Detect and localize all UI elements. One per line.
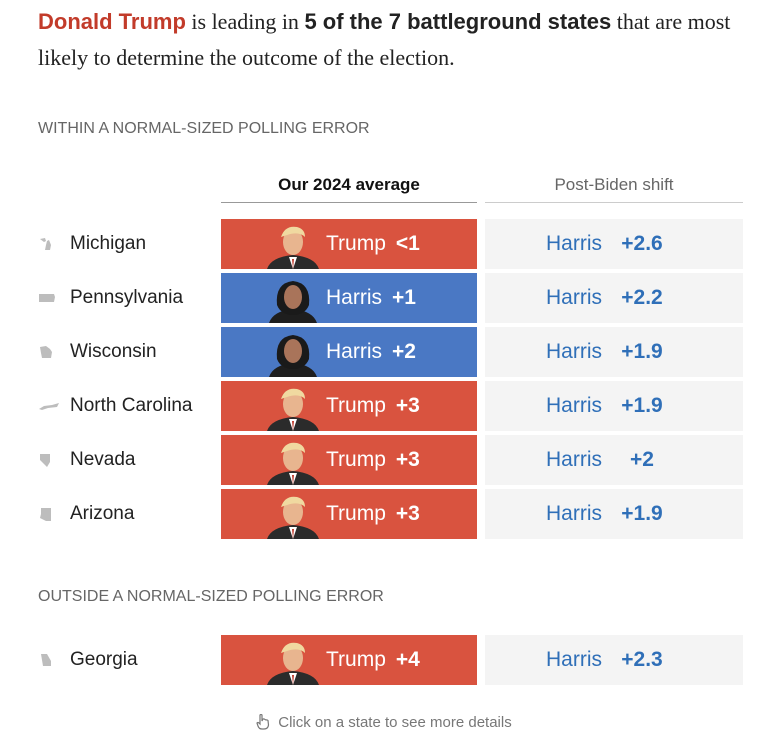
state-name[interactable]: Wisconsin <box>38 327 157 377</box>
shift-candidate: Harris <box>546 394 602 417</box>
trump-portrait-icon <box>267 226 319 269</box>
headline-text-1: is leading in <box>185 9 305 34</box>
column-header-shift: Post-Biden shift <box>485 168 743 203</box>
average-margin: +3 <box>395 394 420 417</box>
state-label: Pennsylvania <box>70 287 184 308</box>
north-carolina-shape-icon <box>38 398 60 414</box>
harris-portrait-icon <box>269 335 317 377</box>
average-margin: <1 <box>395 232 420 255</box>
shift-candidate: Harris <box>546 448 602 471</box>
georgia-shape-icon <box>38 652 60 668</box>
shift-cell[interactable]: Harris +2.6 <box>485 219 743 269</box>
average-cell[interactable]: Trump +3 <box>221 435 477 485</box>
headline-name[interactable]: Donald Trump <box>38 9 186 34</box>
shift-candidate: Harris <box>546 502 602 525</box>
shift-margin: +2.2 <box>621 286 663 309</box>
state-name[interactable]: Arizona <box>38 489 134 539</box>
average-candidate: Trump <box>326 232 386 255</box>
average-cell[interactable]: Trump +3 <box>221 489 477 539</box>
headline-text-2: that are most likely to determine the ou… <box>38 9 731 70</box>
nevada-shape-icon <box>38 452 60 468</box>
average-candidate: Harris <box>326 286 382 309</box>
trump-portrait-icon <box>267 496 319 539</box>
pennsylvania-shape-icon <box>38 290 60 306</box>
wisconsin-shape-icon <box>38 344 60 360</box>
average-margin: +3 <box>395 502 420 525</box>
trump-portrait-icon <box>267 388 319 431</box>
state-label: Wisconsin <box>70 341 157 362</box>
click-hint: Click on a state to see more details <box>0 708 768 736</box>
shift-margin: +2.3 <box>621 648 663 671</box>
shift-margin: +1.9 <box>621 394 663 417</box>
column-header-average: Our 2024 average <box>221 168 477 203</box>
trump-portrait-icon <box>267 442 319 485</box>
headline: Donald Trump is leading in 5 of the 7 ba… <box>38 4 758 76</box>
shift-candidate: Harris <box>546 648 602 671</box>
shift-candidate: Harris <box>546 232 602 255</box>
shift-cell[interactable]: Harris +2.2 <box>485 273 743 323</box>
average-margin: +3 <box>395 448 420 471</box>
state-name[interactable]: Michigan <box>38 219 146 269</box>
headline-bold: 5 of the 7 battleground states <box>304 9 612 34</box>
shift-margin: +2.6 <box>621 232 663 255</box>
trump-portrait-icon <box>267 642 319 685</box>
shift-cell[interactable]: Harris +1.9 <box>485 327 743 377</box>
state-name[interactable]: Nevada <box>38 435 136 485</box>
shift-cell[interactable]: Harris +2.3 <box>485 635 743 685</box>
average-candidate: Trump <box>326 502 386 525</box>
average-candidate: Trump <box>326 448 386 471</box>
state-row-georgia[interactable]: Georgia Trump +4 Harris +2.3 <box>0 635 768 685</box>
shift-cell[interactable]: Harris +2 <box>485 435 743 485</box>
average-cell[interactable]: Trump +4 <box>221 635 477 685</box>
average-margin: +2 <box>392 340 416 363</box>
average-candidate: Harris <box>326 340 382 363</box>
state-row-nevada[interactable]: Nevada Trump +3 Harris +2 <box>0 435 768 485</box>
average-cell[interactable]: Harris +1 <box>221 273 477 323</box>
shift-margin: +1.9 <box>621 340 663 363</box>
harris-portrait-icon <box>269 281 317 323</box>
state-label: Georgia <box>70 649 138 670</box>
state-row-arizona[interactable]: Arizona Trump +3 Harris +1.9 <box>0 489 768 539</box>
state-label: Nevada <box>70 449 136 470</box>
shift-cell[interactable]: Harris +1.9 <box>485 489 743 539</box>
average-cell[interactable]: Trump <1 <box>221 219 477 269</box>
arizona-shape-icon <box>38 506 60 522</box>
state-row-north-carolina[interactable]: North Carolina Trump +3 Harris +1.9 <box>0 381 768 431</box>
average-candidate: Trump <box>326 394 386 417</box>
average-candidate: Trump <box>326 648 386 671</box>
state-name[interactable]: Pennsylvania <box>38 273 183 323</box>
average-margin: +4 <box>395 648 420 671</box>
shift-cell[interactable]: Harris +1.9 <box>485 381 743 431</box>
pointer-hand-icon <box>256 714 270 730</box>
average-cell[interactable]: Trump +3 <box>221 381 477 431</box>
average-cell[interactable]: Harris +2 <box>221 327 477 377</box>
click-hint-text: Click on a state to see more details <box>278 713 512 731</box>
section-label-outside: OUTSIDE A NORMAL-SIZED POLLING ERROR <box>38 588 384 605</box>
shift-candidate: Harris <box>546 340 602 363</box>
state-name[interactable]: North Carolina <box>38 381 193 431</box>
state-label: North Carolina <box>70 395 193 416</box>
state-label: Michigan <box>70 233 147 254</box>
state-row-wisconsin[interactable]: Wisconsin Harris +2 Harris +1.9 <box>0 327 768 377</box>
michigan-shape-icon <box>38 236 60 252</box>
state-row-pennsylvania[interactable]: Pennsylvania Harris +1 Harris +2.2 <box>0 273 768 323</box>
section-label-within: WITHIN A NORMAL-SIZED POLLING ERROR <box>38 120 370 137</box>
shift-candidate: Harris <box>546 286 602 309</box>
average-margin: +1 <box>392 286 416 309</box>
shift-margin: +1.9 <box>621 502 663 525</box>
state-name[interactable]: Georgia <box>38 635 138 685</box>
state-row-michigan[interactable]: Michigan Trump <1 Harris +2.6 <box>0 219 768 269</box>
state-label: Arizona <box>70 503 135 524</box>
shift-margin: +2 <box>630 448 654 471</box>
